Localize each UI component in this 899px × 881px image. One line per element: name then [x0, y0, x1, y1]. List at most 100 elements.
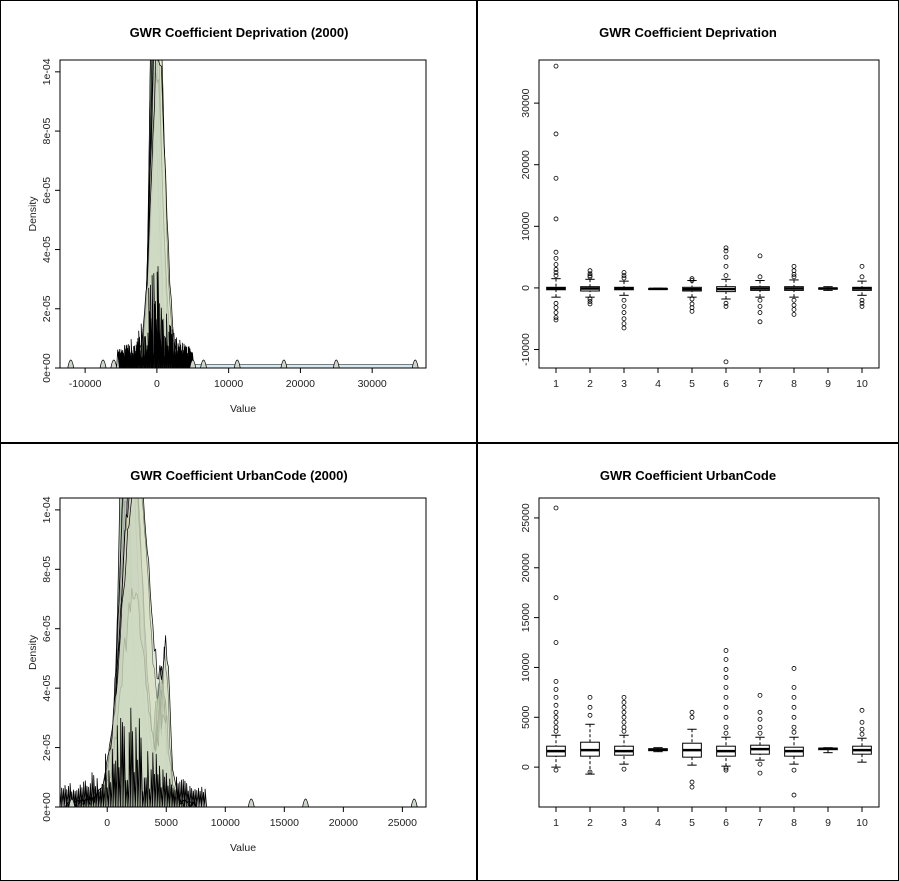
- x-tick-label: 8: [791, 378, 797, 390]
- boxplot-chart-svg: GWR Coefficient Deprivation 1 2 3 4 5 6 7 8 9 10 -1…: [520, 25, 880, 390]
- box-8: [784, 666, 804, 798]
- outlier-point: [791, 767, 797, 773]
- outlier-point: [757, 716, 763, 722]
- x-tick-label: 3: [621, 817, 627, 829]
- outlier-point: [791, 729, 797, 735]
- outlier-point: [757, 310, 763, 315]
- outlier-point: [553, 640, 559, 645]
- y-tick-label: 25000: [520, 503, 532, 532]
- y-tick-label: 8e-05: [41, 117, 53, 144]
- x-axis-label: Value: [230, 842, 256, 854]
- x-tick-label: 10: [856, 817, 868, 829]
- outlier-point: [757, 709, 763, 715]
- y-tick-label: 15000: [520, 603, 532, 632]
- y-axis-label: Density: [27, 634, 39, 670]
- outlier-point: [553, 719, 559, 725]
- y-tick-label: 20000: [520, 553, 532, 582]
- outlier-point: [723, 684, 729, 690]
- outlier-point: [587, 769, 593, 775]
- outlier-point: [723, 765, 729, 771]
- outlier-point: [723, 303, 729, 309]
- box-6: [716, 648, 736, 773]
- y-tick-label: 0: [520, 764, 532, 770]
- outlier-point: [689, 714, 695, 720]
- y-tick-label: 10000: [520, 653, 532, 682]
- x-tick-label: 0: [104, 817, 110, 829]
- x-tick-label: 5: [689, 817, 695, 829]
- boxplot-panel-deprivation: GWR Coefficient Deprivation 1 2 3 4 5 6 7 8 9 10 -1…: [479, 2, 897, 442]
- outlier-point: [757, 303, 763, 309]
- outlier-point: [791, 792, 797, 798]
- y-tick-label: 0: [520, 285, 532, 291]
- outlier-point: [689, 784, 695, 790]
- x-tick-label: 6: [723, 378, 729, 390]
- outlier-point: [859, 274, 865, 280]
- x-tick-label: 2: [587, 378, 593, 390]
- box-9: [818, 747, 838, 754]
- chart-title: GWR Coefficient UrbanCode (2000): [130, 468, 347, 483]
- outlier-point: [553, 270, 559, 275]
- outlier-point: [723, 248, 729, 254]
- x-tick-label: 25000: [388, 817, 417, 829]
- y-tick-label: 1e-04: [41, 58, 53, 85]
- box-7: [750, 692, 770, 776]
- outlier-point: [553, 686, 559, 692]
- outlier-point: [587, 299, 593, 304]
- x-tick-label: 9: [825, 817, 831, 829]
- x-tick-label: 7: [757, 817, 763, 829]
- outlier-point: [723, 657, 729, 662]
- y-tick-label: 8e-05: [41, 556, 53, 583]
- outlier-point: [621, 694, 627, 700]
- outlier-point: [553, 595, 559, 601]
- outlier-point: [689, 308, 695, 314]
- outlier-point: [621, 709, 627, 715]
- outlier-point: [723, 704, 729, 710]
- outlier-point: [723, 667, 729, 672]
- x-tick-label: -10000: [69, 378, 102, 390]
- density-chart-svg: GWR Coefficient UrbanCode (2000) 0 5000 100…: [27, 468, 427, 854]
- y-tick-label: 6e-05: [41, 615, 53, 642]
- x-tick-label: 4: [655, 378, 661, 390]
- outlier-point: [621, 728, 627, 734]
- x-tick-label: 9: [825, 378, 831, 390]
- box-1: [546, 505, 566, 773]
- x-axis-label: Value: [230, 403, 256, 415]
- box-5: [682, 276, 702, 314]
- outlier-point: [553, 131, 559, 137]
- outlier-point: [757, 692, 763, 698]
- y-tick-label: 4e-05: [41, 675, 53, 702]
- outlier-point: [587, 268, 593, 274]
- y-tick-label: 1e-04: [41, 496, 53, 523]
- outlier-point: [791, 714, 797, 720]
- x-tick-label: 2: [587, 817, 593, 829]
- outlier-point: [859, 297, 865, 303]
- y-axis-label: Density: [27, 196, 39, 232]
- outlier-point: [757, 319, 763, 325]
- outlier-point: [791, 724, 797, 730]
- box-2: [580, 268, 600, 307]
- y-tick-label: 0e+00: [41, 792, 53, 822]
- outlier-point: [689, 779, 695, 785]
- outlier-point: [791, 271, 797, 277]
- box-5: [682, 709, 702, 790]
- outlier-point: [553, 315, 559, 320]
- density-panel-deprivation: GWR Coefficient Deprivation (2000) -10000…: [2, 2, 476, 442]
- x-tick-label: 8: [791, 817, 797, 829]
- outlier-point: [553, 249, 559, 255]
- box-7: [750, 253, 770, 325]
- outlier-point: [723, 273, 729, 279]
- outlier-point: [553, 262, 559, 267]
- outlier-point: [723, 724, 729, 730]
- outlier-point: [553, 216, 559, 222]
- density-curves: [60, 60, 426, 368]
- outlier-point: [859, 300, 865, 306]
- outlier-point: [621, 714, 627, 720]
- outlier-point: [587, 271, 593, 277]
- outlier-point: [621, 310, 627, 315]
- outlier-point: [791, 684, 797, 690]
- outlier-point: [791, 312, 797, 317]
- x-tick-label: 7: [757, 378, 763, 390]
- box-4: [648, 287, 668, 291]
- y-tick-label: 4e-05: [41, 236, 53, 263]
